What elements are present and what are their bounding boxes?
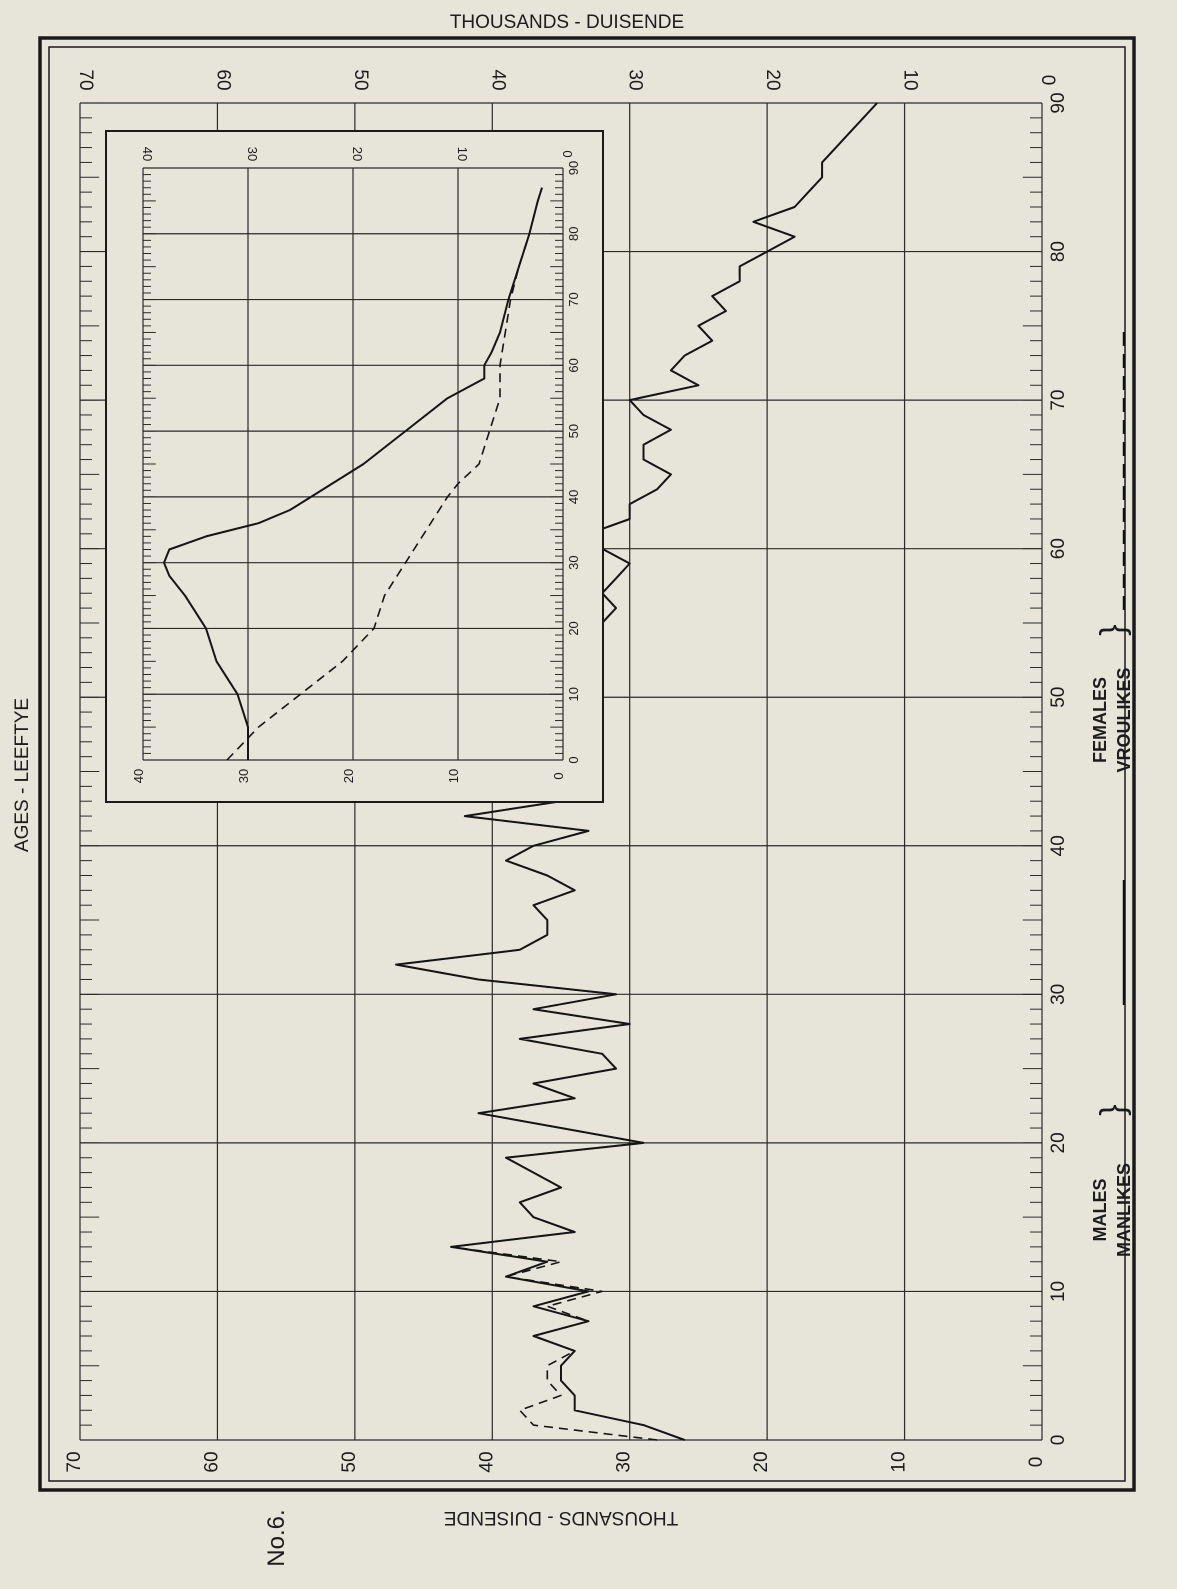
inset-value-tick-label-top: 30: [245, 147, 260, 161]
series-females-line: [395, 102, 878, 1441]
legend-males-en: MALES: [1090, 1179, 1110, 1242]
legend-males-af: MANLIKES: [1114, 1163, 1134, 1257]
inset-age-tick-label: 90: [566, 161, 581, 175]
inset-age-tick-label: 20: [566, 621, 581, 635]
legend-females-af: VROULIKES: [1114, 667, 1134, 772]
main-value-tick-label-bottom: 30: [614, 1451, 635, 1472]
inset-age-tick-label: 10: [566, 687, 581, 701]
main-value-tick-label-bottom: 0: [1026, 1457, 1047, 1468]
main-value-tick-label-bottom: 70: [64, 1451, 85, 1472]
inset-value-tick-label-top: 40: [140, 147, 155, 161]
legend-females-brace: }: [1094, 624, 1132, 635]
main-age-tick-label: 20: [1048, 1132, 1069, 1153]
inset-age-tick-label: 70: [566, 292, 581, 306]
main-age-tick-label: 40: [1048, 835, 1069, 856]
inset-series-dashed-line: [226, 187, 543, 761]
main-age-tick-label: 10: [1048, 1281, 1069, 1302]
main-age-tick-label: 70: [1048, 390, 1069, 411]
inset-value-tick-label-top: 10: [455, 147, 470, 161]
legend-males-brace: }: [1094, 1104, 1132, 1115]
main-value-tick-label-top: 70: [75, 69, 96, 90]
main-age-tick-label: 80: [1048, 241, 1069, 262]
inner-frame: [48, 46, 1126, 1482]
side-axis-label: AGES - LEEFTYE: [12, 698, 33, 852]
inset-value-tick-label-bottom: 30: [236, 769, 251, 783]
inset-age-tick-label: 50: [566, 424, 581, 438]
main-age-tick-label: 60: [1048, 538, 1069, 559]
main-value-tick-label-bottom: 10: [889, 1451, 910, 1472]
plate-number: No.6.: [263, 1509, 290, 1566]
inset-value-tick-label-top: 20: [350, 147, 365, 161]
inset-value-tick-label-bottom: 0: [551, 772, 566, 779]
main-value-tick-label-top: 0: [1037, 75, 1058, 86]
inset-age-tick-label: 30: [566, 555, 581, 569]
inset-age-tick-label: 40: [566, 490, 581, 504]
inset-chart: 0 0 10 10 20 20 30 30 40 40 0 10 20 30 40 50 60 70 80 90: [105, 130, 604, 803]
inset-frame: [105, 130, 604, 803]
main-age-tick-label: 30: [1048, 984, 1069, 1005]
inset-age-tick-label: 80: [566, 227, 581, 241]
inset-value-tick-label-top: 0: [560, 150, 575, 157]
main-value-tick-label-bottom: 60: [201, 1451, 222, 1472]
top-axis-label: THOUSANDS - DUISENDE: [450, 12, 684, 33]
main-age-tick-label: 50: [1048, 687, 1069, 708]
main-value-tick-label-top: 50: [350, 69, 371, 90]
main-value-tick-label-top: 20: [762, 69, 783, 90]
main-value-tick-label-top: 40: [487, 69, 508, 90]
main-age-tick-label: 0: [1048, 1435, 1069, 1446]
inset-value-tick-label-bottom: 20: [341, 769, 356, 783]
outer-frame: [38, 36, 1136, 1492]
legend-females-en: FEMALES: [1090, 677, 1110, 763]
main-value-tick-label-bottom: 40: [476, 1451, 497, 1472]
bottom-axis-label: THOUSANDS - DUISENDE: [444, 1507, 678, 1528]
inset-value-tick-label-bottom: 10: [446, 769, 461, 783]
main-value-tick-label-top: 30: [625, 69, 646, 90]
main-age-tick-label: 90: [1048, 92, 1069, 113]
main-value-tick-label-bottom: 50: [339, 1451, 360, 1472]
main-value-tick-label-bottom: 20: [751, 1451, 772, 1472]
inset-series-solid-line: [163, 187, 543, 760]
legend: MALES MANLIKES } FEMALES VROULIKES }: [1090, 330, 1134, 1257]
main-chart: 0010102020303040405050606070700102030405…: [64, 69, 1069, 1472]
main-value-tick-label-top: 10: [900, 69, 921, 90]
inset-age-tick-label: 60: [566, 358, 581, 372]
inset-age-tick-label: 0: [566, 756, 581, 763]
inset-value-tick-label-bottom: 40: [131, 769, 146, 783]
main-value-tick-label-top: 60: [212, 69, 233, 90]
